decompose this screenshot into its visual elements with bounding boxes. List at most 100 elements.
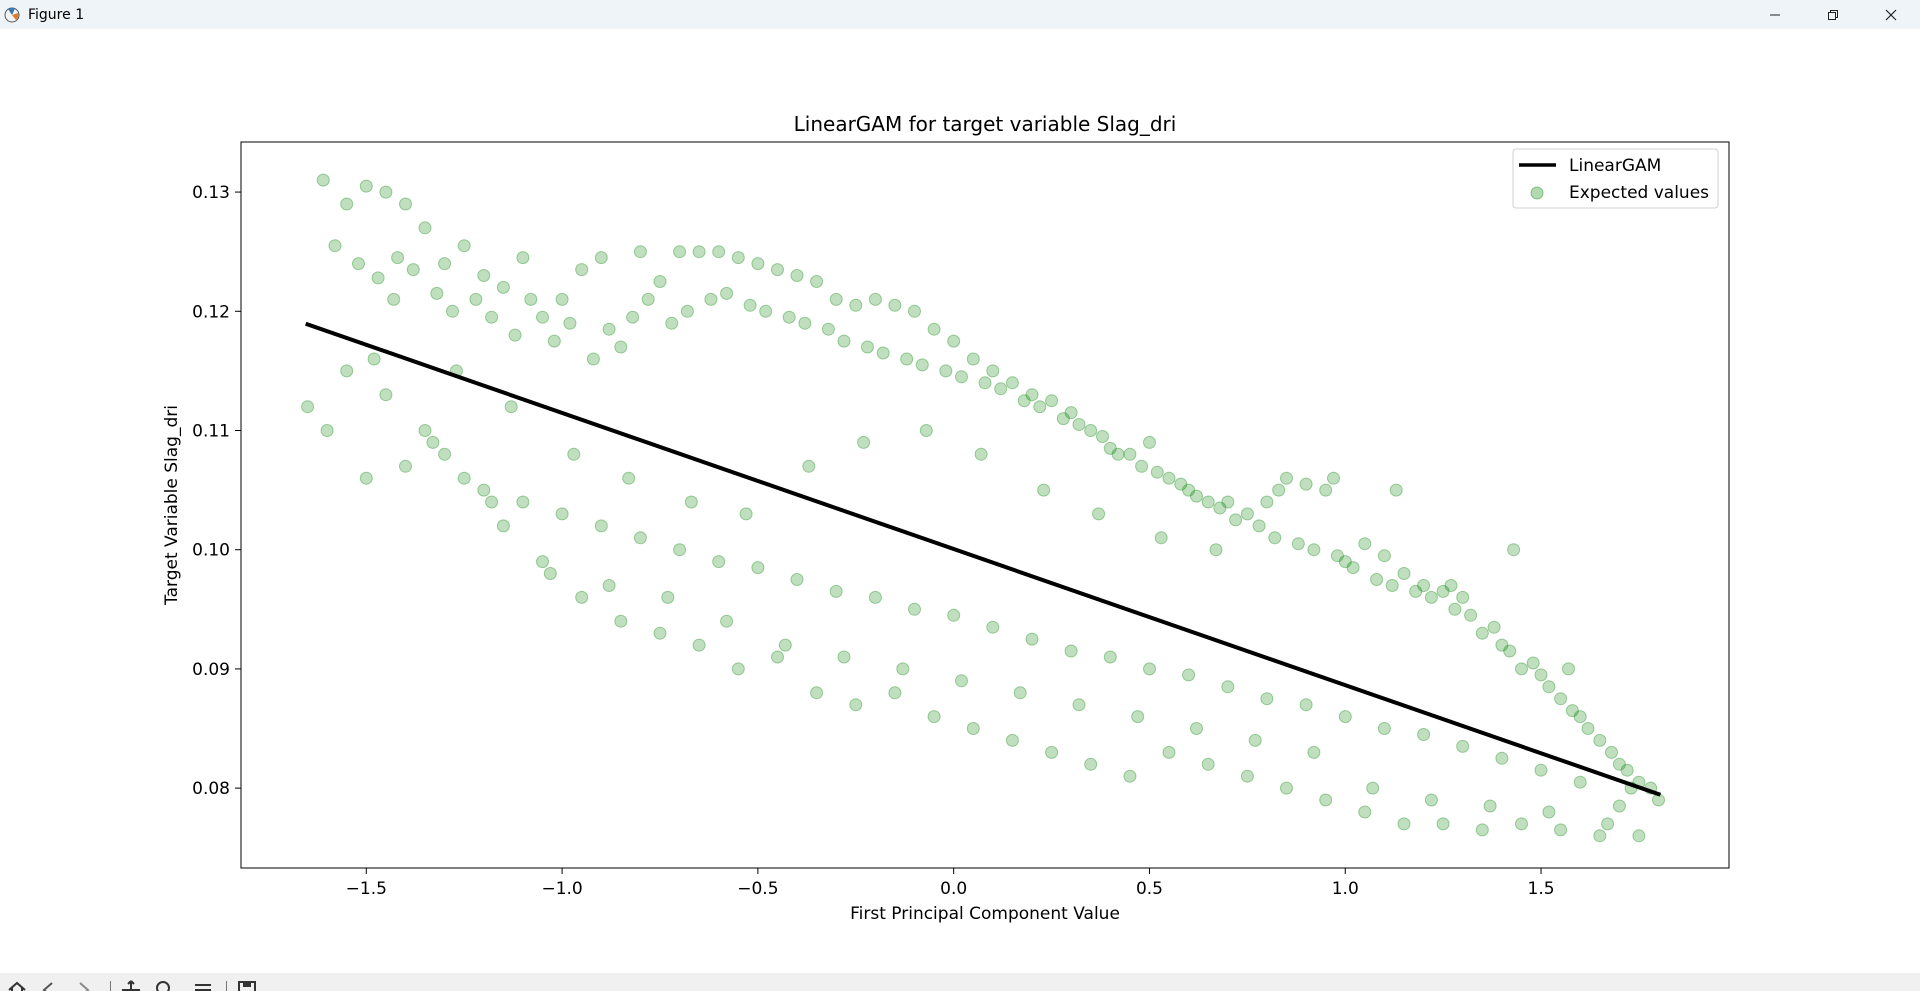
scatter-point bbox=[868, 590, 882, 604]
scatter-point bbox=[1620, 763, 1634, 777]
y-tick-label: 0.09 bbox=[192, 660, 230, 680]
y-tick-label: 0.11 bbox=[192, 421, 230, 441]
x-axis-label: First Principal Component Value bbox=[850, 904, 1120, 924]
scatter-point bbox=[684, 495, 698, 509]
save-icon[interactable] bbox=[236, 979, 258, 991]
scatter-point bbox=[457, 471, 471, 485]
scatter-point bbox=[633, 245, 647, 259]
scatter-point bbox=[1240, 507, 1254, 521]
scatter-point bbox=[919, 424, 933, 437]
scatter-point bbox=[1605, 745, 1618, 759]
scatter-point bbox=[399, 459, 412, 473]
scatter-point bbox=[947, 608, 961, 622]
scatter-point bbox=[927, 322, 941, 336]
axes-frame bbox=[240, 141, 1730, 869]
scatter-point bbox=[1495, 638, 1509, 652]
scatter-point bbox=[1005, 376, 1019, 390]
scatter-point bbox=[1190, 489, 1203, 503]
scatter-point bbox=[1612, 757, 1626, 771]
scatter-point bbox=[1338, 555, 1352, 569]
scatter-point bbox=[1612, 799, 1626, 813]
scatter-point bbox=[426, 435, 440, 449]
restore-button[interactable] bbox=[1804, 0, 1862, 29]
scatter-point bbox=[1299, 698, 1313, 712]
forward-icon[interactable] bbox=[72, 979, 94, 991]
scatter-point bbox=[778, 638, 792, 652]
scatter-point bbox=[367, 352, 381, 366]
scatter-point bbox=[1534, 668, 1548, 682]
scatter-point bbox=[712, 555, 726, 569]
scatter-point bbox=[1601, 817, 1615, 831]
scatter-point bbox=[359, 179, 373, 193]
scatter-point bbox=[802, 459, 816, 473]
scatter-point bbox=[575, 590, 589, 604]
scatter-point bbox=[602, 579, 616, 592]
minimize-button[interactable] bbox=[1746, 0, 1804, 29]
scatter-point bbox=[1495, 751, 1509, 765]
y-axis-label: Target Variable Slag_dri bbox=[162, 405, 182, 606]
scatter-point bbox=[614, 340, 628, 354]
scatter-point bbox=[1111, 447, 1125, 461]
scatter-point bbox=[1573, 775, 1587, 789]
scatter-point bbox=[974, 447, 988, 461]
scatter-point bbox=[352, 257, 365, 271]
pan-icon[interactable] bbox=[120, 979, 142, 991]
scatter-point bbox=[743, 298, 757, 312]
close-button[interactable] bbox=[1862, 0, 1920, 29]
scatter-point bbox=[543, 567, 557, 580]
scatter-point bbox=[406, 263, 420, 277]
scatter-point bbox=[1562, 662, 1575, 676]
scatter-point bbox=[1045, 745, 1059, 759]
scatter-point bbox=[1064, 406, 1078, 420]
scatter-point bbox=[430, 286, 444, 300]
back-icon[interactable] bbox=[38, 979, 60, 991]
scatter-point bbox=[939, 364, 953, 378]
chart-title: LinearGAM for target variable Slag_dri bbox=[794, 112, 1177, 136]
scatter-point bbox=[547, 334, 561, 348]
figure-canvas: −1.5 −1.0 −0.5 0.0 0.5 1.0 1.5 0.08 0.09 0.10 0.1… bbox=[0, 29, 1920, 973]
x-tick-label: −1.5 bbox=[346, 879, 387, 899]
scatter-point bbox=[900, 352, 914, 366]
gam-line-layer bbox=[305, 321, 1662, 797]
configure-subplots-icon[interactable] bbox=[192, 979, 214, 991]
scatter-point bbox=[1072, 418, 1086, 431]
scatter-point bbox=[418, 221, 432, 235]
scatter-point bbox=[1092, 507, 1106, 521]
scatter-point bbox=[320, 424, 334, 437]
scatter-point bbox=[829, 584, 843, 598]
scatter-point bbox=[438, 257, 452, 271]
scatter-point bbox=[1515, 662, 1528, 676]
scatter-point bbox=[340, 364, 354, 378]
scatter-point bbox=[712, 245, 726, 259]
scatter-point bbox=[1319, 793, 1333, 807]
scatter-point bbox=[986, 364, 1000, 378]
scatter-point bbox=[1201, 495, 1215, 509]
scatter-point bbox=[759, 304, 773, 318]
scatter-point bbox=[1424, 590, 1438, 604]
scatter-point bbox=[594, 251, 608, 265]
x-axis-ticks: −1.5 −1.0 −0.5 0.0 0.5 1.0 1.5 bbox=[346, 868, 1555, 899]
scatter-point bbox=[673, 543, 687, 557]
y-axis-ticks: 0.08 0.09 0.10 0.11 0.12 0.13 bbox=[192, 183, 241, 799]
zoom-icon[interactable] bbox=[154, 979, 176, 991]
scatter-point bbox=[359, 471, 373, 485]
scatter-point bbox=[1307, 543, 1321, 557]
scatter-point bbox=[1131, 710, 1145, 724]
scatter-point bbox=[790, 269, 804, 282]
scatter-point bbox=[496, 519, 510, 533]
scatter-point bbox=[665, 316, 679, 330]
x-tick-label: 0.0 bbox=[940, 879, 967, 899]
scatter-point bbox=[1436, 584, 1450, 598]
scatter-point bbox=[1143, 662, 1156, 676]
scatter-point bbox=[857, 435, 871, 449]
scatter-point bbox=[379, 185, 393, 199]
scatter-point bbox=[469, 292, 483, 306]
scatter-point bbox=[328, 239, 342, 253]
home-icon[interactable] bbox=[6, 979, 28, 991]
scatter-point bbox=[508, 328, 522, 342]
scatter-point bbox=[438, 447, 452, 461]
scatter-point bbox=[1005, 733, 1019, 747]
scatter-point bbox=[1346, 561, 1360, 575]
scatter-point bbox=[536, 310, 549, 324]
scatter-point bbox=[790, 573, 804, 586]
